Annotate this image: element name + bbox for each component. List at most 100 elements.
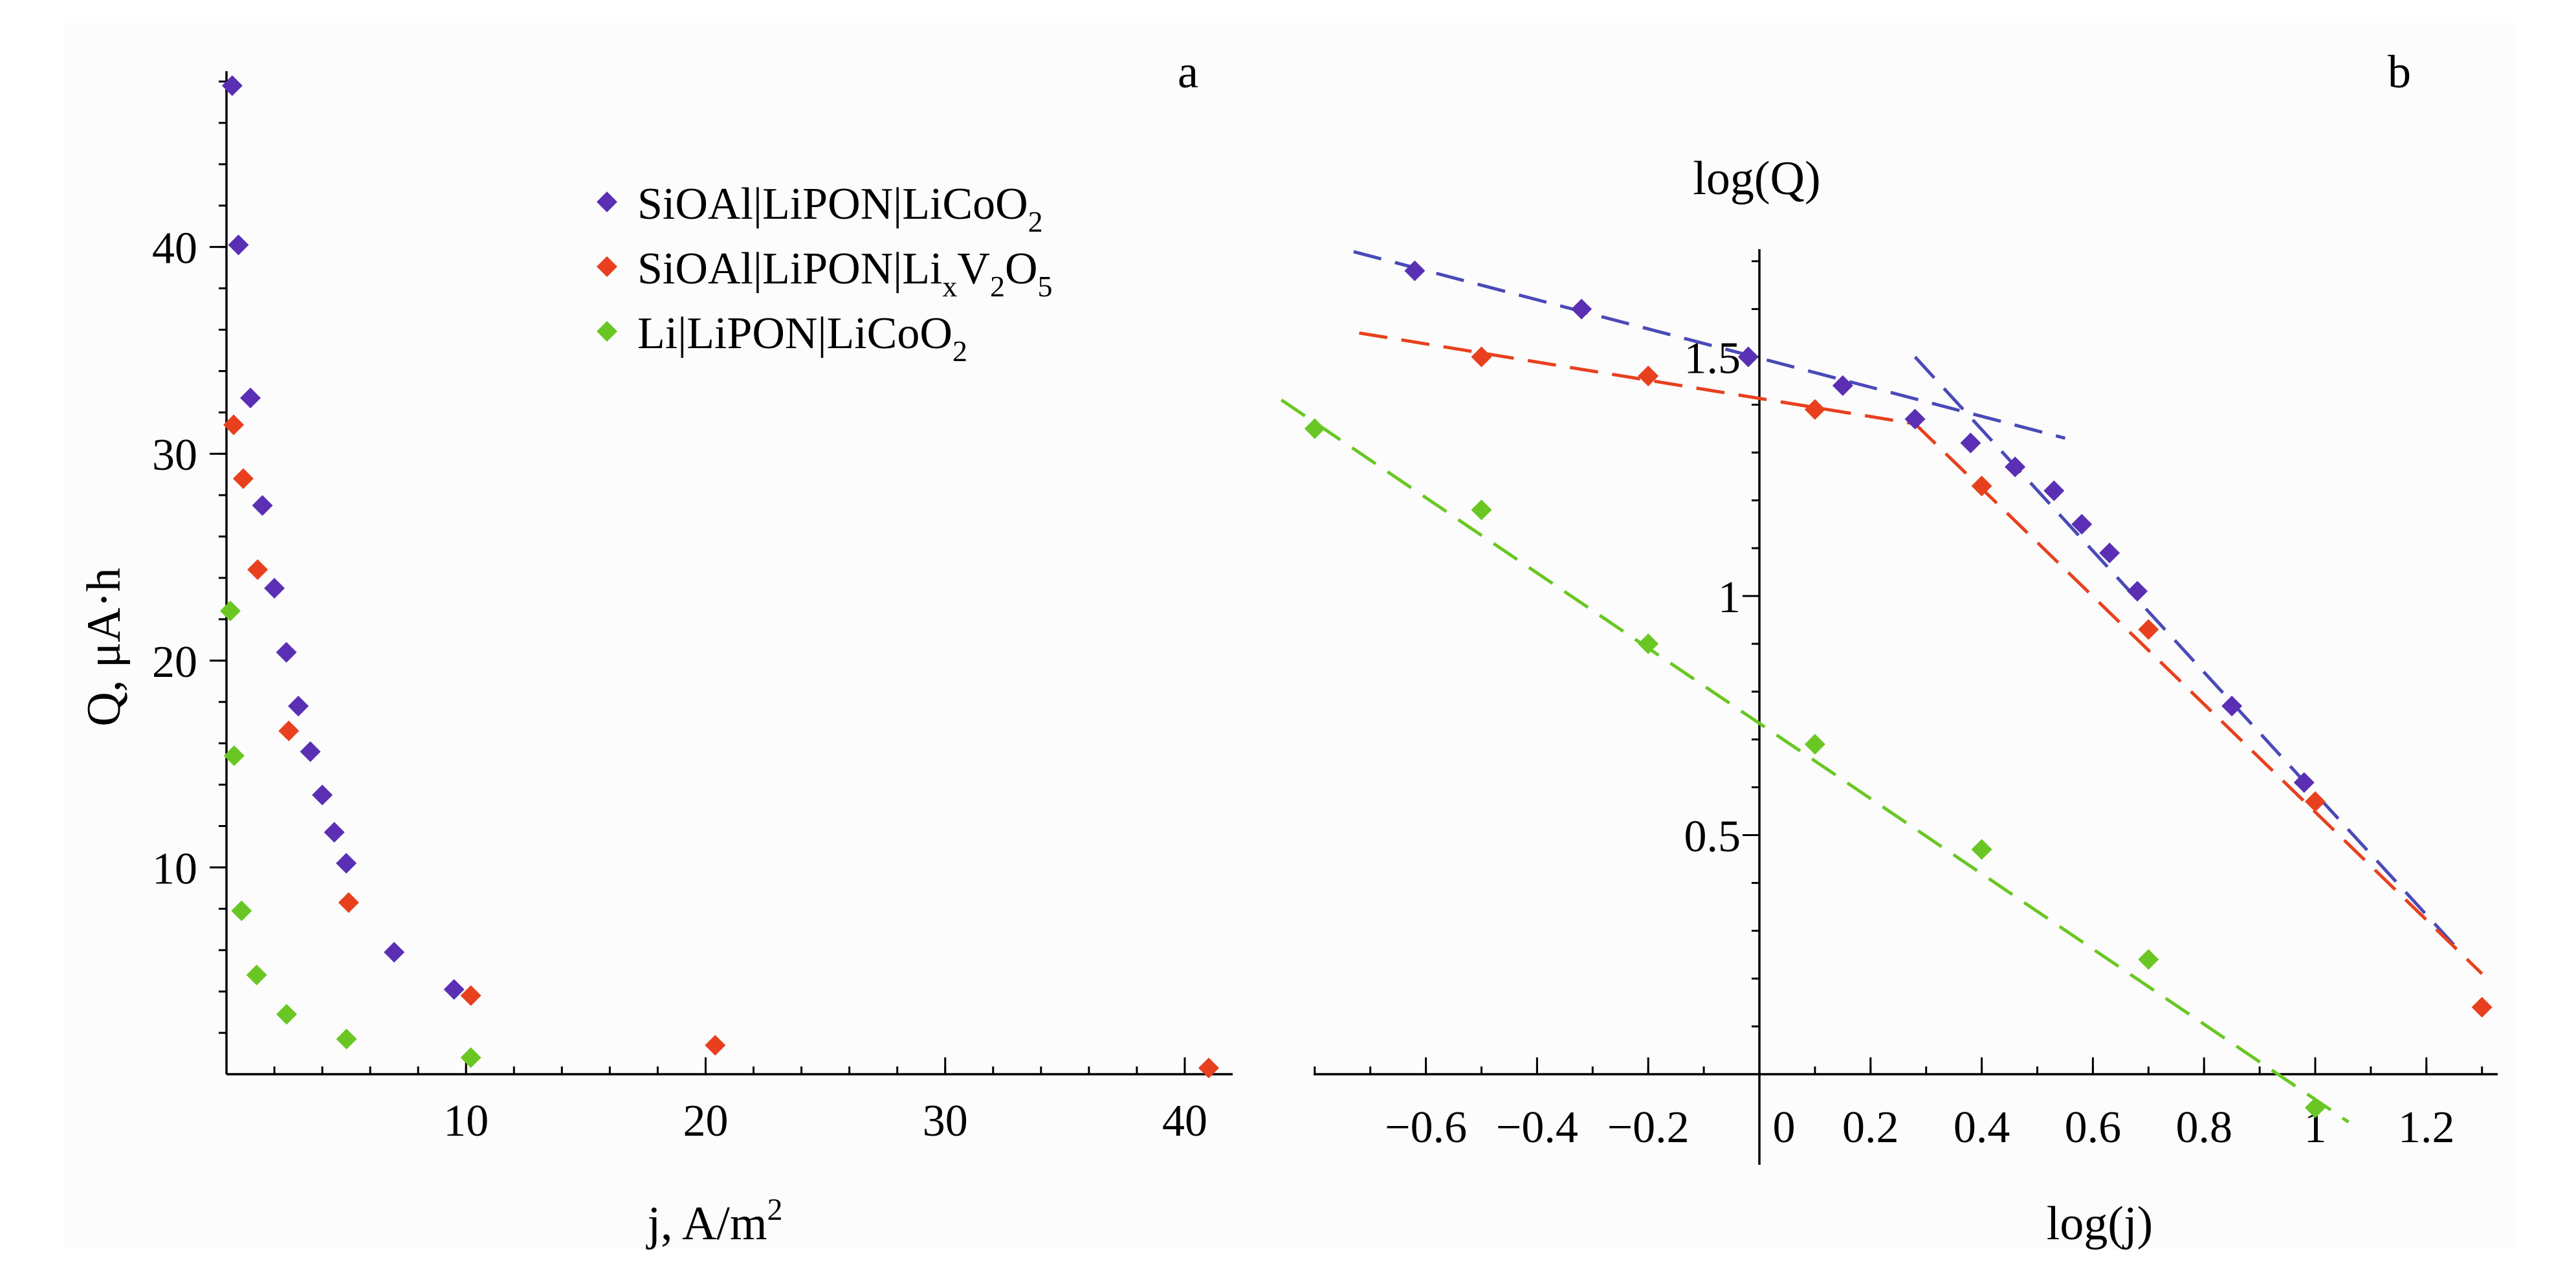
chart-a-point-series-0 — [312, 784, 333, 806]
chart-b-point-series-2 — [1638, 633, 1659, 654]
chart-a-point-series-2 — [336, 1028, 357, 1050]
chart-b-x-tick-label: −0.6 — [1385, 1103, 1467, 1153]
chart-b-point-series-0 — [2127, 580, 2148, 602]
chart-b-point-series-0 — [1904, 408, 1926, 430]
chart-b: b log(Q) log(j) −0.6 −0.4 −0.2 0 0.2 0.4 0.6 0.… — [1280, 46, 2498, 1250]
chart-b-panel-label: b — [2388, 46, 2411, 98]
chart-a-point-series-0 — [443, 978, 465, 1000]
chart-b-fit-line-0 — [1353, 250, 2066, 440]
legend-marker-1 — [597, 256, 617, 277]
chart-b-y-label: log(Q) — [1693, 152, 1820, 205]
chart-b-point-series-2 — [1304, 418, 1325, 439]
chart-b-fit-line-1 — [1913, 355, 2456, 947]
legend-label-2-main: Li|LiPON|LiCoO — [637, 309, 952, 359]
chart-b-point-series-0 — [1404, 260, 1426, 281]
chart-a-point-series-0 — [276, 642, 297, 663]
chart-b-fit-line-2 — [1359, 331, 1915, 426]
chart-b-point-series-2 — [2138, 949, 2159, 970]
chart-b-point-series-1 — [1804, 399, 1825, 420]
legend-label-1-main: SiOAl|LiPON|Li — [637, 244, 942, 294]
chart-b-point-series-0 — [1960, 432, 1981, 454]
chart-b-x-label: log(j) — [2047, 1197, 2153, 1250]
legend-label-0: SiOAl|LiPON|LiCoO2 — [637, 179, 1043, 238]
chart-b-x-tick-label: 0.6 — [2065, 1103, 2122, 1153]
chart-a-point-series-2 — [276, 1004, 297, 1025]
chart-a-point-series-0 — [384, 942, 405, 963]
chart-b-y-tick-label: 0.5 — [1684, 812, 1741, 862]
chart-b-point-series-1 — [2471, 997, 2493, 1018]
chart-b-point-series-1 — [2138, 619, 2159, 640]
legend-item-0: SiOAl|LiPON|LiCoO2 — [597, 179, 1043, 238]
chart-a-ticks: 10 20 30 40 10 20 30 40 — [152, 224, 1207, 1146]
legend-label-0-sub: 2 — [1028, 205, 1043, 238]
chart-b-point-series-2 — [1804, 734, 1825, 755]
chart-b-point-series-0 — [2043, 480, 2065, 502]
chart-b-fit-line-4 — [1280, 398, 2350, 1123]
chart-a-point-series-0 — [252, 495, 273, 516]
chart-b-point-series-1 — [1638, 366, 1659, 387]
chart-b-points — [1304, 260, 2493, 1118]
chart-b-x-tick-label: 0.2 — [1842, 1103, 1899, 1153]
chart-a-x-tick-label: 40 — [1162, 1096, 1207, 1146]
chart-a-point-series-1 — [705, 1035, 726, 1056]
chart-b-point-series-0 — [1571, 298, 1592, 320]
chart-b-point-series-2 — [2305, 1097, 2326, 1118]
chart-a-x-label-main: j, A/m — [645, 1197, 767, 1250]
chart-a-y-tick-label: 40 — [152, 224, 197, 274]
chart-a-point-series-2 — [246, 964, 267, 986]
chart-a-point-series-1 — [232, 468, 254, 489]
chart-a-y-tick-label: 30 — [152, 430, 197, 480]
chart-a-point-series-2 — [223, 745, 245, 766]
chart-a-point-series-0 — [264, 577, 285, 599]
chart-b-point-series-0 — [2005, 456, 2026, 478]
chart-b-point-series-1 — [1471, 346, 1492, 368]
chart-b-point-series-1 — [2305, 791, 2326, 812]
chart-b-point-series-2 — [1971, 839, 1992, 860]
chart-a-point-series-1 — [223, 414, 245, 436]
chart-b-point-series-2 — [1471, 499, 1492, 520]
chart-a-point-series-0 — [221, 75, 243, 96]
legend-label-1-sub2: 2 — [990, 270, 1005, 303]
legend-label-2: Li|LiPON|LiCoO2 — [637, 309, 967, 368]
chart-a-point-series-1 — [460, 985, 481, 1006]
chart-a-point-series-0 — [336, 853, 357, 874]
chart-a-point-series-0 — [240, 387, 261, 408]
legend-label-1-sub: x — [942, 270, 957, 303]
chart-a-panel-label: a — [1178, 46, 1198, 98]
legend-item-1: SiOAl|LiPON|LixV2O5 — [597, 244, 1053, 303]
chart-a-point-series-0 — [228, 234, 249, 256]
chart-a-point-series-2 — [231, 900, 252, 921]
legend-marker-2 — [597, 321, 617, 342]
chart-a-point-series-1 — [1198, 1057, 1219, 1079]
chart-a-point-series-0 — [324, 822, 345, 843]
chart-b-point-series-1 — [1971, 476, 1992, 497]
chart-b-ticks: −0.6 −0.4 −0.2 0 0.2 0.4 0.6 0.8 1 1.20.511.5 — [1385, 334, 2454, 1153]
legend-label-2-sub: 2 — [952, 335, 967, 368]
chart-b-point-series-0 — [2293, 772, 2315, 793]
chart-b-y-tick-label: 1 — [1718, 573, 1741, 623]
chart-b-x-tick-label: 1.2 — [2398, 1103, 2455, 1153]
chart-b-x-tick-label: 0.8 — [2175, 1103, 2232, 1153]
chart-b-x-tick-label: −0.4 — [1496, 1103, 1578, 1153]
chart-a-points — [219, 75, 1219, 1079]
chart-a-x-label-sup: 2 — [767, 1193, 783, 1227]
chart-b-point-series-0 — [1737, 346, 1759, 368]
legend-label-1-main3: O — [1005, 244, 1038, 294]
chart-a-point-series-1 — [247, 559, 269, 580]
chart-b-point-series-0 — [1832, 375, 1853, 396]
chart-a-y-tick-label: 10 — [152, 844, 197, 894]
chart-a-x-tick-label: 20 — [683, 1096, 728, 1146]
chart-a-x-tick-label: 30 — [923, 1096, 968, 1146]
legend-marker-0 — [597, 192, 617, 212]
chart-a-legend: SiOAl|LiPON|LiCoO2 SiOAl|LiPON|LixV2O5 L… — [597, 179, 1053, 368]
chart-b-point-series-0 — [2099, 542, 2120, 564]
chart-b-fit-lines — [1280, 250, 2483, 1123]
legend-label-0-main: SiOAl|LiPON|LiCoO — [637, 179, 1028, 229]
chart-a-x-label: j, A/m2 — [645, 1193, 782, 1250]
legend-label-1-sub3: 5 — [1038, 270, 1053, 303]
chart-a-y-label: Q, μA·h — [78, 568, 131, 726]
legend-label-1-main2: V — [957, 244, 990, 294]
chart-a-point-series-0 — [300, 741, 321, 762]
